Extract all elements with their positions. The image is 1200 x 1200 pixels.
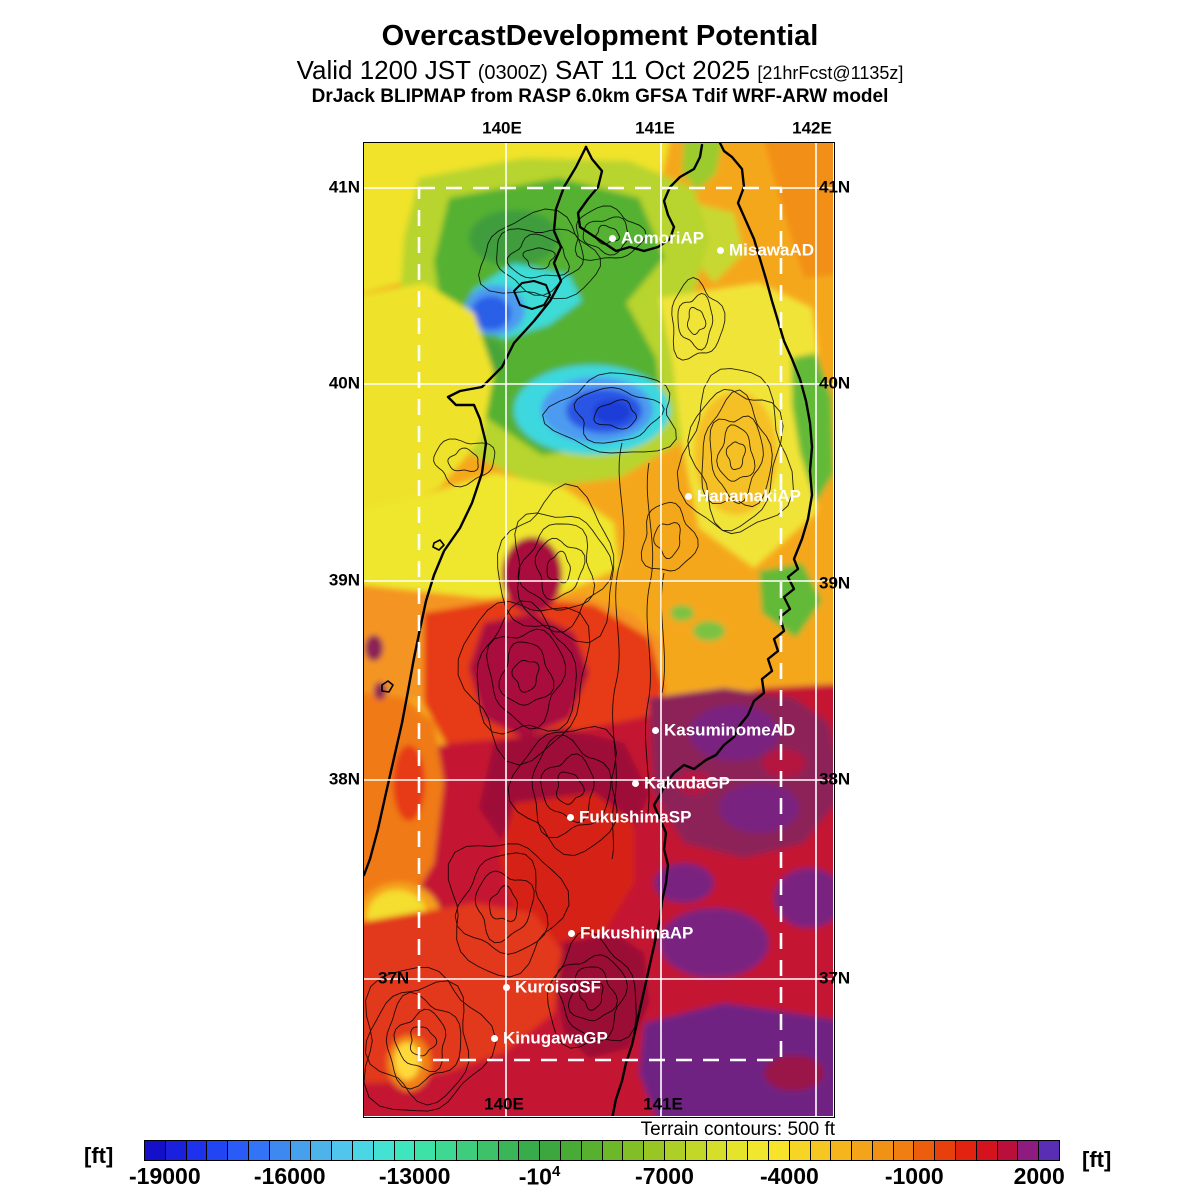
domain-boundary-box bbox=[417, 186, 783, 1062]
colorbar-segment bbox=[893, 1141, 915, 1160]
colorbar-segment bbox=[602, 1141, 624, 1160]
colorbar-tick: 2000 bbox=[1013, 1163, 1065, 1189]
colorbar-segment bbox=[768, 1141, 790, 1160]
colorbar-segment bbox=[207, 1141, 229, 1160]
colorbar-segment bbox=[581, 1141, 603, 1160]
colorbar-segment bbox=[436, 1141, 457, 1160]
colorbar-segment bbox=[956, 1141, 977, 1160]
colorbar-segment bbox=[852, 1141, 873, 1160]
colorbar-segment bbox=[228, 1141, 249, 1160]
lon-label-top: 142E bbox=[792, 118, 832, 138]
lat-label-left: 39N bbox=[328, 570, 360, 590]
colorbar-segment bbox=[748, 1141, 769, 1160]
terrain-contour-note: Terrain contours: 500 ft bbox=[640, 1119, 835, 1140]
colorbar-segment bbox=[248, 1141, 270, 1160]
colorbar-tick: -16000 bbox=[253, 1163, 326, 1189]
lon-label-top: 141E bbox=[635, 118, 675, 138]
colorbar-segment bbox=[415, 1141, 437, 1160]
colorbar-tick: -4000 bbox=[759, 1163, 819, 1189]
colorbar-segment bbox=[1018, 1141, 1040, 1160]
colorbar-segment bbox=[935, 1141, 957, 1160]
colorbar-segment bbox=[976, 1141, 998, 1160]
colorbar-tick: -19000 bbox=[129, 1163, 201, 1189]
colorbar-segment bbox=[165, 1141, 187, 1160]
valid-prefix: Valid 1200 JST bbox=[296, 55, 471, 85]
colorbar-segment bbox=[373, 1141, 395, 1160]
colorbar-segment bbox=[540, 1141, 561, 1160]
colorbar-segment bbox=[560, 1141, 582, 1160]
colorbar-tick: -1000 bbox=[884, 1163, 944, 1189]
lat-label-left: 38N bbox=[328, 769, 360, 789]
valid-date: SAT 11 Oct 2025 bbox=[555, 55, 751, 85]
colorbar-segment bbox=[914, 1141, 936, 1160]
map-plot bbox=[363, 142, 835, 1118]
valid-time-line: Valid 1200 JST (0300Z) SAT 11 Oct 2025 [… bbox=[0, 55, 1200, 86]
model-line: DrJack BLIPMAP from RASP 6.0km GFSA Tdif… bbox=[311, 86, 889, 107]
colorbar-segment bbox=[831, 1141, 853, 1160]
valid-zulu: (0300Z) bbox=[477, 62, 548, 84]
colorbar-segment bbox=[872, 1141, 894, 1160]
colorbar-segment bbox=[789, 1141, 811, 1160]
lat-label-left: 41N bbox=[328, 177, 360, 197]
colorbar-segment bbox=[644, 1141, 665, 1160]
colorbar-segment bbox=[456, 1141, 478, 1160]
colorbar-segment bbox=[332, 1141, 353, 1160]
colorbar-unit-left: [ft] bbox=[84, 1143, 114, 1168]
colorbar-segment bbox=[311, 1141, 333, 1160]
colorbar-segment bbox=[352, 1141, 374, 1160]
colorbar-segment bbox=[685, 1141, 707, 1160]
colorbar-segment bbox=[519, 1141, 541, 1160]
colorbar-segment bbox=[997, 1141, 1019, 1160]
colorbar-segment bbox=[664, 1141, 686, 1160]
lon-label-top: 140E bbox=[482, 118, 522, 138]
colorbar-segment bbox=[145, 1141, 166, 1160]
colorbar-tick: -13000 bbox=[378, 1163, 451, 1189]
colorbar-segment bbox=[498, 1141, 520, 1160]
colorbar-segment bbox=[477, 1141, 499, 1160]
colorbar-segment bbox=[1039, 1141, 1060, 1160]
colorbar-segment bbox=[269, 1141, 291, 1160]
map-svg bbox=[364, 143, 833, 1116]
lat-label-left: 40N bbox=[328, 373, 360, 393]
colorbar-segment bbox=[727, 1141, 749, 1160]
colorbar-segment bbox=[394, 1141, 416, 1160]
colorbar-segment bbox=[186, 1141, 208, 1160]
colorbar bbox=[144, 1140, 1060, 1161]
colorbar-segment bbox=[706, 1141, 728, 1160]
valid-fcst: [21hrFcst@1135z] bbox=[757, 63, 904, 83]
colorbar-unit-right: [ft] bbox=[1082, 1147, 1112, 1172]
colorbar-tick: -104 bbox=[518, 1163, 561, 1190]
coastline bbox=[364, 143, 814, 1116]
colorbar-segment bbox=[623, 1141, 645, 1160]
colorbar-tick: -7000 bbox=[635, 1163, 694, 1189]
page-title: OvercastDevelopment Potential bbox=[381, 20, 819, 52]
graticule bbox=[364, 143, 833, 1116]
colorbar-segment bbox=[810, 1141, 832, 1160]
colorbar-segment bbox=[290, 1141, 312, 1160]
